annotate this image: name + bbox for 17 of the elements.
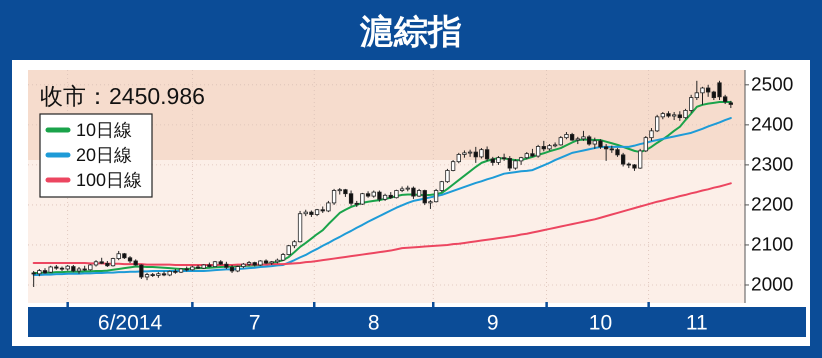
x-tick-label: 10: [588, 312, 612, 334]
chart-title: 滬綜指: [359, 13, 462, 51]
legend-label: 20日線: [76, 145, 132, 165]
y-tick-label: 2100: [751, 234, 794, 256]
y-tick-label: 2500: [751, 74, 794, 96]
y-tick-label: 2300: [751, 154, 794, 176]
y-tick-label: 2400: [751, 114, 794, 136]
x-tick-label: 7: [248, 312, 261, 334]
y-tick-label: 2200: [751, 194, 794, 216]
legend-label: 10日線: [76, 120, 132, 140]
x-tick-label: 8: [368, 312, 380, 334]
x-tick-label: 9: [486, 312, 499, 334]
x-tick-label: 6/2014: [98, 312, 162, 334]
y-tick-label: 2000: [751, 274, 794, 296]
legend-label: 100日線: [76, 170, 142, 190]
annotation: 收市：2450.986: [40, 83, 205, 109]
x-tick-label: 11: [686, 312, 708, 334]
